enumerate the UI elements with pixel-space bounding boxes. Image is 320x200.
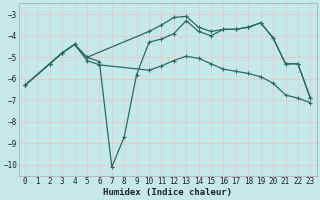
X-axis label: Humidex (Indice chaleur): Humidex (Indice chaleur) [103, 188, 232, 197]
